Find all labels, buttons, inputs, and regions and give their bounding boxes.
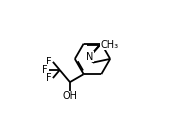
Text: F: F [46, 73, 52, 83]
Text: N: N [86, 52, 93, 62]
Text: OH: OH [62, 91, 78, 101]
Text: CH₃: CH₃ [101, 40, 119, 50]
Text: F: F [42, 65, 48, 75]
Text: F: F [46, 57, 52, 67]
